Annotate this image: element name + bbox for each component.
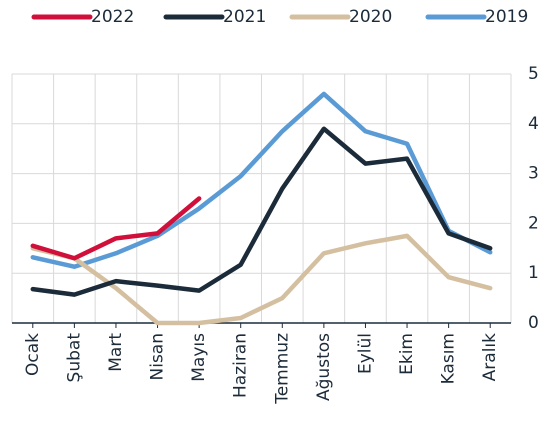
y-tick-label: 5 bbox=[528, 64, 539, 84]
line-series bbox=[30, 126, 493, 297]
x-tick-label: Mayıs bbox=[189, 333, 209, 382]
legend-label: 2019 bbox=[485, 7, 528, 27]
x-tick-label: Kasım bbox=[439, 333, 459, 384]
y-tick-label: 0 bbox=[528, 313, 539, 333]
x-tick-label: Ağustos bbox=[314, 333, 334, 401]
y-tick-label: 2 bbox=[528, 213, 539, 233]
legend-label: 2020 bbox=[349, 7, 392, 27]
x-tick-label: Şubat bbox=[64, 333, 84, 383]
y-tick-label: 3 bbox=[528, 164, 539, 184]
x-tick-label: Aralık bbox=[480, 333, 500, 381]
x-tick-label: Temmuz bbox=[272, 333, 292, 405]
line-series bbox=[30, 91, 493, 269]
x-tick-label: Nisan bbox=[148, 333, 168, 381]
x-tick-label: Eylül bbox=[355, 333, 375, 374]
x-tick-label: Haziran bbox=[231, 333, 251, 398]
x-tick-label: Ocak bbox=[23, 333, 43, 376]
y-tick-label: 4 bbox=[528, 114, 539, 134]
x-tick-label: Ekim bbox=[397, 333, 417, 375]
line-series bbox=[30, 196, 202, 261]
legend-label: 2021 bbox=[223, 7, 266, 27]
legend-label: 2022 bbox=[91, 7, 134, 27]
x-tick-label: Mart bbox=[106, 333, 126, 372]
y-tick-label: 1 bbox=[528, 263, 539, 283]
